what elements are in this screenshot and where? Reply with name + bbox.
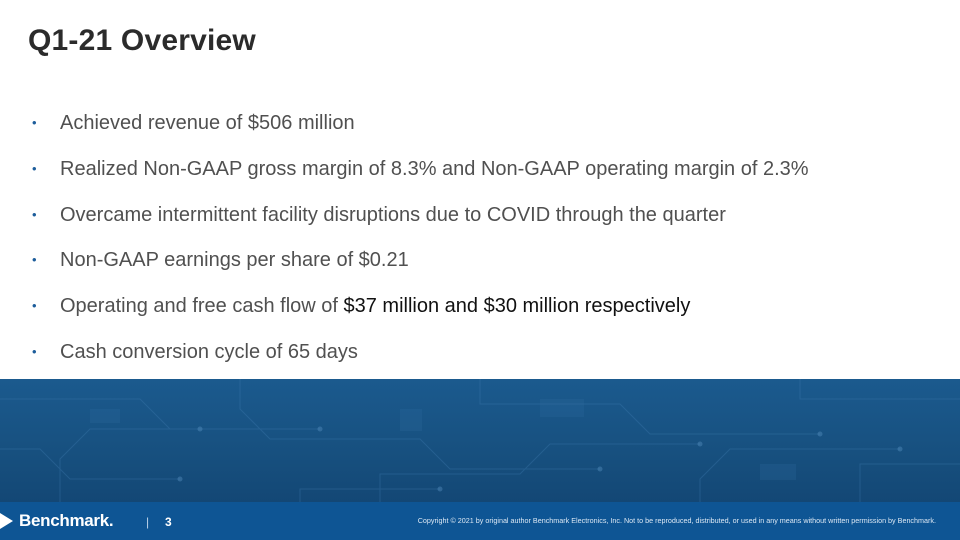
- play-arrow-icon: [0, 513, 13, 529]
- bullet-text: Realized Non-GAAP gross margin of 8.3% a…: [60, 157, 809, 180]
- bullet-item: • Non-GAAP earnings per share of $0.21: [32, 245, 809, 291]
- bullet-item: • Realized Non-GAAP gross margin of 8.3%…: [32, 154, 809, 200]
- bullet-item: • Overcame intermittent facility disrupt…: [32, 200, 809, 246]
- bullet-text: Achieved revenue of $506 million: [60, 112, 355, 134]
- bullet-list: • Achieved revenue of $506 million • Rea…: [32, 108, 809, 383]
- bullet-item: • Achieved revenue of $506 million: [32, 108, 809, 154]
- page-number: 3: [165, 515, 172, 529]
- bullet-dot-icon: •: [32, 343, 37, 359]
- bullet-text-emphasis: $37 million and $30 million respectively: [343, 295, 691, 318]
- bullet-dot-icon: •: [32, 160, 37, 176]
- bullet-text: Operating and free cash flow of: [60, 295, 344, 318]
- bullet-dot-icon: •: [32, 115, 37, 130]
- logo-text: Benchmark.: [19, 511, 114, 530]
- bullet-dot-icon: •: [32, 252, 37, 268]
- bullet-text: Non-GAAP earnings per share of $0.21: [60, 249, 409, 272]
- bullet-text: Overcame intermittent facility disruptio…: [60, 203, 726, 226]
- circuit-board-banner: [0, 379, 960, 502]
- bullet-item: • Cash conversion cycle of 65 days: [32, 337, 809, 383]
- circuit-pattern-graphic: [0, 379, 960, 502]
- footer-separator: |: [146, 515, 150, 529]
- bullet-item: • Operating and free cash flow of $37 mi…: [32, 291, 809, 337]
- slide-title: Q1-21 Overview: [28, 24, 256, 57]
- footer-bar: Benchmark. | 3 Copyright © 2021 by origi…: [0, 502, 960, 540]
- bullet-dot-icon: •: [32, 298, 37, 314]
- copyright-notice: Copyright © 2021 by original author Benc…: [417, 516, 936, 525]
- bullet-dot-icon: •: [32, 206, 37, 222]
- bullet-text: Cash conversion cycle of 65 days: [60, 340, 358, 363]
